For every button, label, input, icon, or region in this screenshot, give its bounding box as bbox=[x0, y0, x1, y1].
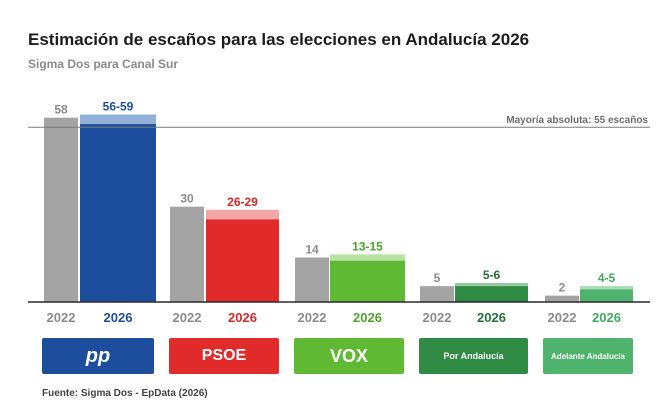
por-andalucia-logo-label: Por Andalucía bbox=[443, 351, 504, 361]
chart-subtitle: Sigma Dos para Canal Sur bbox=[28, 57, 179, 71]
por-andalucia-logo: Por Andalucía bbox=[419, 338, 528, 374]
psoe-logo: PSOE bbox=[169, 338, 279, 374]
xtick-2022-vox: 2022 bbox=[298, 310, 327, 325]
label-2026-adelante-andaluc-a: 4-5 bbox=[598, 271, 616, 285]
bar-2026-psoe bbox=[206, 219, 279, 302]
bar-2026-range-pp bbox=[80, 114, 156, 125]
adelante-andalucia-logo-label: Adelante Andalucía bbox=[551, 351, 625, 361]
adelante-andalucia-logo: Adelante Andalucía bbox=[543, 338, 633, 374]
bar-2026-range-por-andaluc-a bbox=[455, 282, 528, 287]
xtick-2026-adelante-andaluc-a: 2026 bbox=[592, 310, 621, 325]
majority-label: Mayoría absoluta: 55 escaños bbox=[506, 115, 648, 126]
source-note: Fuente: Sigma Dos - EpData (2026) bbox=[42, 388, 208, 399]
xtick-2022-pp: 2022 bbox=[47, 310, 76, 325]
label-2026-pp: 56-59 bbox=[103, 100, 134, 114]
label-2026-vox: 13-15 bbox=[352, 239, 383, 253]
xtick-2026-psoe: 2026 bbox=[228, 310, 257, 325]
bar-2022-pp bbox=[44, 117, 78, 302]
bar-2022-por-andaluc-a bbox=[420, 286, 454, 302]
xtick-2026-por-andaluc-a: 2026 bbox=[477, 310, 506, 325]
vox-logo-label: VOX bbox=[329, 345, 368, 366]
bar-2026-adelante-andaluc-a bbox=[580, 289, 633, 302]
bar-2026-range-vox bbox=[330, 254, 405, 261]
label-2022-psoe: 30 bbox=[180, 192, 194, 206]
xtick-2026-vox: 2026 bbox=[353, 310, 382, 325]
psoe-logo-label: PSOE bbox=[201, 347, 247, 364]
chart-title: Estimación de escaños para las eleccione… bbox=[28, 30, 530, 49]
bar-2026-range-psoe bbox=[206, 209, 279, 220]
bar-2026-pp bbox=[80, 124, 156, 302]
bar-2026-vox bbox=[330, 260, 405, 302]
bar-2022-adelante-andaluc-a bbox=[545, 295, 579, 302]
label-2022-adelante-andaluc-a: 2 bbox=[559, 281, 566, 295]
bar-2026-por-andaluc-a bbox=[455, 286, 528, 302]
label-2022-vox: 14 bbox=[305, 243, 319, 257]
pp-logo-label: pp bbox=[85, 344, 111, 367]
xtick-2022-por-andaluc-a: 2022 bbox=[423, 310, 452, 325]
xtick-2022-adelante-andaluc-a: 2022 bbox=[548, 310, 577, 325]
bar-2022-vox bbox=[295, 257, 329, 302]
label-2026-psoe: 26-29 bbox=[227, 195, 258, 209]
pp-logo: pp bbox=[42, 338, 154, 374]
bar-2022-psoe bbox=[170, 206, 204, 302]
xtick-2022-psoe: 2022 bbox=[173, 310, 202, 325]
label-2022-pp: 58 bbox=[54, 103, 68, 117]
label-2026-por-andaluc-a: 5-6 bbox=[483, 268, 501, 282]
label-2022-por-andaluc-a: 5 bbox=[434, 271, 441, 285]
bar-2026-range-adelante-andaluc-a bbox=[580, 286, 633, 290]
vox-logo: VOX bbox=[294, 338, 404, 374]
xtick-2026-pp: 2026 bbox=[104, 310, 133, 325]
